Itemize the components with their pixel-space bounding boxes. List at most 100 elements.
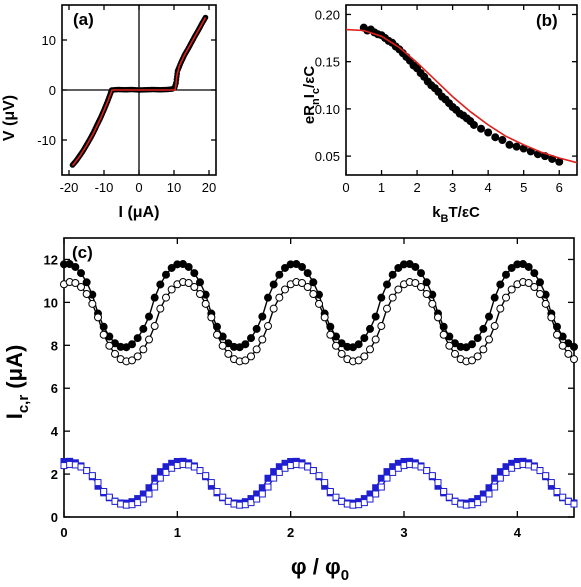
panel-c-point [479, 324, 488, 333]
panel-c-point [479, 345, 488, 354]
panel-c-point [525, 461, 533, 469]
panel-c-point [406, 460, 414, 468]
panel-c-point [82, 290, 91, 299]
panel-c-point [502, 468, 510, 476]
panel-c-point [150, 322, 159, 331]
panel-b-ytick-label: 0.10 [315, 102, 340, 117]
panel-b-point [512, 142, 521, 151]
panel-c-point [230, 500, 238, 508]
panel-c-point [128, 356, 136, 365]
panel-c-point [213, 488, 221, 496]
panel-c-point [349, 501, 357, 509]
panel-c-point [388, 293, 397, 302]
panel-b-xtick-label: 6 [556, 180, 563, 195]
panel-c-point [377, 293, 386, 302]
panel-c-ytick-label: 8 [51, 338, 58, 353]
panel-c-point [218, 341, 227, 350]
panel-c-xtick-label: 4 [514, 525, 522, 540]
panel-c-point [309, 290, 318, 299]
panel-c-point [434, 313, 442, 322]
panel-c-point [394, 464, 402, 472]
panel-c-point [264, 474, 272, 482]
panel-c-point [428, 472, 436, 480]
panel-b-xtick-label: 2 [413, 180, 420, 195]
panel-c-point [83, 467, 91, 475]
panel-c-point [366, 345, 374, 354]
panel-c-point [542, 472, 550, 480]
panel-c-point [462, 501, 470, 509]
panel-c-ylabel-main: I [2, 413, 27, 419]
panel-c-ytick-label: 2 [51, 467, 58, 482]
panel-b: 0 1 2 3 4 5 6 0.05 0.10 0.15 0.20 [315, 4, 578, 195]
panel-c-point [553, 488, 561, 496]
panel-c-point [371, 312, 380, 321]
panel-c-point [139, 324, 148, 333]
panel-c-point [343, 500, 351, 508]
panel-c-point [269, 280, 278, 289]
panel-c-point [389, 468, 397, 476]
panel-a-xtick-label: -20 [60, 180, 79, 195]
panel-c-point [524, 278, 533, 287]
panel-c-point [485, 312, 493, 321]
panel-c-point [145, 312, 153, 321]
panel-b-xlabel: kBT/εC [432, 204, 480, 225]
panel-c-point [60, 462, 68, 470]
panel-c-point [530, 463, 538, 471]
panel-c-ytick-label: 10 [44, 295, 58, 310]
panel-c-point [473, 334, 482, 343]
panel-c-point [496, 304, 505, 313]
panel-b-point [469, 120, 478, 129]
panel-b-ylabel: eRnIc/εC [301, 66, 322, 125]
panel-c-point [496, 280, 505, 289]
panel-c-point [173, 462, 181, 470]
panel-c-point [377, 322, 386, 331]
panel-c-point [151, 483, 159, 491]
panel-c-ytick-label: 4 [51, 424, 59, 439]
panel-c-point [241, 356, 250, 365]
panel-c-point [411, 278, 420, 287]
panel-c-point [117, 500, 125, 508]
panel-b-point [491, 133, 500, 142]
panel-c-point [139, 495, 147, 503]
panel-b-frame [345, 4, 578, 176]
panel-c-point [162, 270, 170, 279]
panel-c-point [519, 460, 527, 468]
panel-c-point [394, 263, 403, 272]
panel-b-point [555, 157, 564, 166]
panel-c-point [184, 278, 193, 287]
panel-c-ylabel-end: (μA) [2, 345, 27, 395]
panel-c-point [468, 501, 476, 509]
panel-c-point [366, 495, 374, 503]
panel-c-point [275, 293, 284, 302]
panel-c-point [485, 484, 493, 492]
panel-c-point [145, 490, 153, 498]
panel-c-point [303, 269, 312, 278]
panel-c-point [530, 283, 539, 292]
panel-c-point [252, 345, 261, 354]
panel-c-point [468, 356, 476, 365]
panel-c-point [133, 352, 142, 361]
panel-c-point [94, 479, 102, 487]
panel-c-point [570, 500, 578, 508]
panel-c-point [145, 335, 153, 344]
panel-b-label: (b) [536, 11, 558, 30]
panel-c-ytick-label: 6 [51, 381, 58, 396]
panel-c-point [207, 313, 216, 322]
panel-c-point [507, 285, 516, 294]
panel-c-point [241, 340, 250, 349]
panel-b-ylabel-sub-n: n [310, 98, 322, 105]
panel-c-point [541, 299, 550, 308]
panel-c-point [411, 262, 420, 271]
panel-c-point [224, 349, 233, 358]
panel-c-ytick-label: 12 [44, 252, 58, 267]
panel-c-point [490, 322, 499, 331]
panel-c-point [298, 262, 306, 271]
panel-b-point [477, 124, 486, 133]
panel-c-point [309, 467, 317, 475]
panel-c-point [236, 501, 244, 509]
panel-c-point [213, 330, 221, 339]
panel-c-point [502, 463, 510, 471]
panel-b-point [498, 136, 507, 145]
panel-c-point [247, 352, 255, 361]
panel-a-ytick-label: 0 [49, 83, 56, 98]
